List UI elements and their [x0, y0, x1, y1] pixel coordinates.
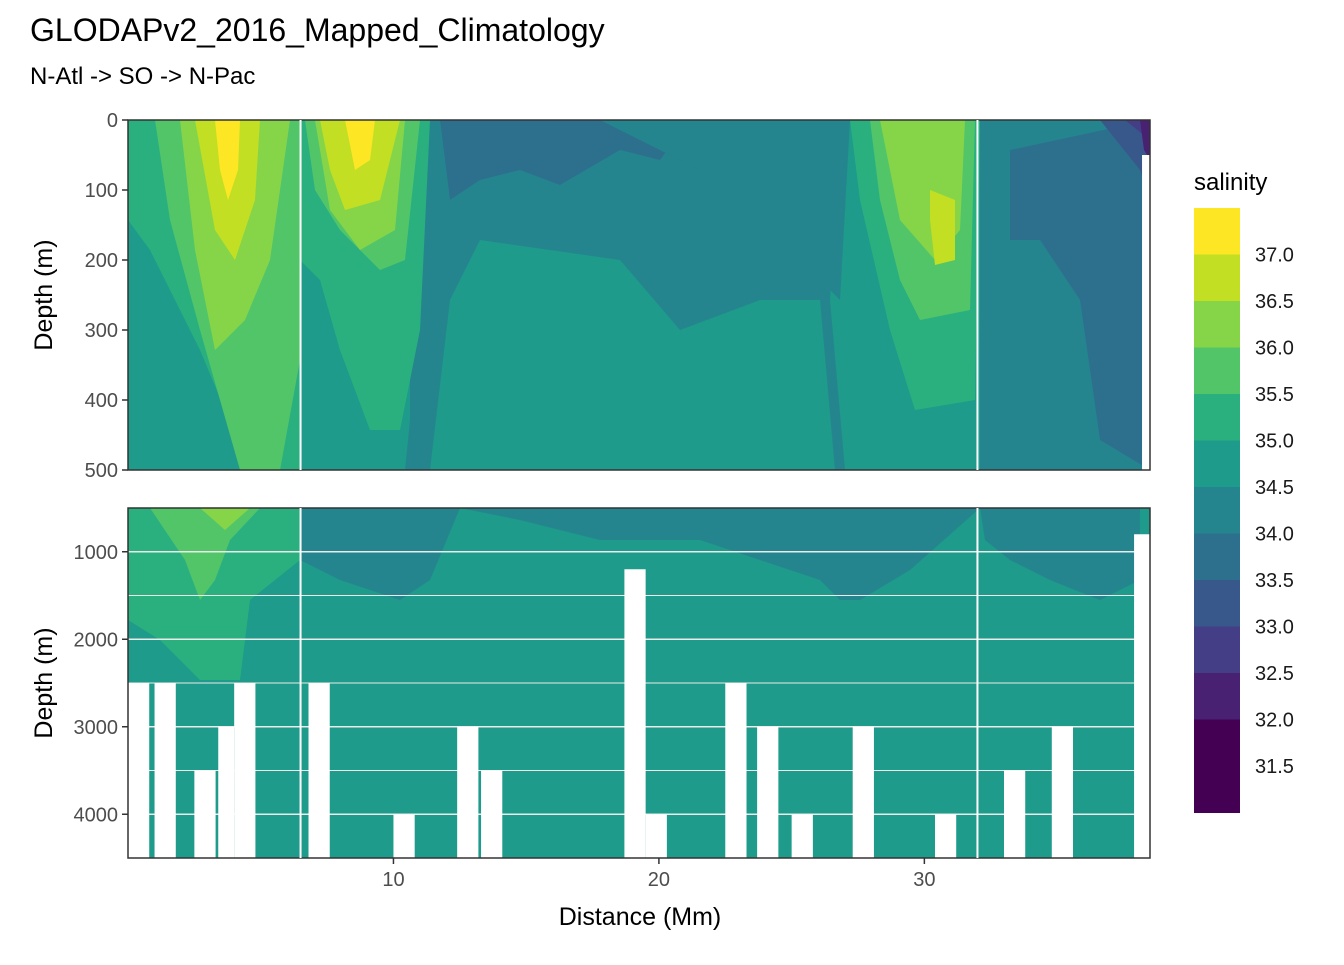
upper-panel-frame — [127, 119, 1151, 471]
seafloor-gap — [393, 814, 415, 858]
legend-key — [1194, 347, 1240, 395]
band-atl2-37 — [345, 120, 375, 170]
x-tick-label: 10 — [382, 869, 404, 891]
legend-key — [1194, 719, 1240, 767]
band-pac-335 — [1010, 120, 1150, 470]
axes: 0 100 200 300 400 500 1000 2000 3000 4000 10 20 30 — [74, 110, 936, 891]
chart-subtitle: N-Atl -> SO -> N-Pac — [30, 63, 255, 90]
y-tick-label-lower: 4000 — [74, 804, 119, 826]
y-tick-label-upper: 400 — [85, 390, 118, 412]
band-ind-365 — [930, 190, 955, 265]
legend: salinity 37.0 36.5 36.0 35.5 35.0 34.5 34.0 33.… — [1194, 169, 1294, 813]
upper-panel — [128, 120, 1150, 470]
band-so-34b — [405, 120, 620, 470]
seafloor-gap — [1004, 770, 1026, 858]
legend-key — [1194, 208, 1240, 255]
band-low-36 — [200, 508, 250, 530]
legend-label: 36.0 — [1255, 338, 1294, 360]
band-low-34b — [460, 508, 980, 600]
y-tick-label-upper: 0 — [107, 110, 118, 132]
seafloor-gap — [1051, 726, 1074, 858]
y-axis-title-upper: Depth (m) — [30, 239, 58, 350]
legend-title: salinity — [1194, 169, 1267, 196]
legend-key — [1194, 580, 1240, 627]
y-tick-label-upper: 200 — [85, 250, 118, 272]
seafloor-gap — [645, 814, 667, 858]
band-pac-32 — [1140, 120, 1150, 160]
seafloor-gap — [154, 683, 176, 858]
lower-panel — [128, 508, 1150, 858]
upper-edge-gap — [1142, 155, 1150, 470]
legend-label: 32.0 — [1255, 710, 1294, 732]
seafloor-gap — [234, 683, 256, 858]
legend-label: 36.5 — [1255, 291, 1294, 313]
legend-label: 35.0 — [1255, 431, 1294, 453]
chart-title: GLODAPv2_2016_Mapped_Climatology — [30, 12, 605, 48]
y-tick-label-lower: 1000 — [74, 542, 119, 564]
band-so-34c — [600, 120, 850, 300]
legend-key — [1194, 394, 1240, 441]
y-tick-label-upper: 300 — [85, 320, 118, 342]
seafloor-gap — [934, 814, 957, 858]
seafloor-gaps — [128, 534, 1150, 858]
upper-salinity-bands — [128, 120, 1150, 470]
legend-key — [1194, 533, 1240, 581]
legend-key — [1194, 673, 1240, 720]
legend-label: 33.5 — [1255, 570, 1294, 592]
seafloor-gap — [624, 569, 646, 858]
band-so-335 — [440, 120, 690, 200]
legend-key — [1194, 301, 1240, 348]
band-low-34c — [980, 508, 1140, 600]
seafloor-gap — [481, 770, 503, 858]
y-tick-label-upper: 500 — [85, 460, 118, 482]
legend-label: 34.0 — [1255, 524, 1294, 546]
seafloor-gap — [308, 683, 330, 858]
seafloor-gap — [128, 683, 150, 858]
y-tick-label-lower: 3000 — [74, 717, 119, 739]
x-axis-title: Distance (Mm) — [559, 903, 722, 931]
x-tick-label: 20 — [648, 869, 670, 891]
legend-label: 33.0 — [1255, 617, 1294, 639]
legend-label: 34.5 — [1255, 477, 1294, 499]
legend-key — [1194, 626, 1240, 674]
x-tick-label: 30 — [913, 869, 935, 891]
legend-label: 32.5 — [1255, 663, 1294, 685]
legend-key — [1194, 440, 1240, 488]
seafloor-gap — [852, 726, 874, 858]
seafloor-gap — [757, 726, 779, 858]
band-pac-33 — [1100, 120, 1150, 200]
band-natl-37 — [215, 120, 240, 200]
seafloor-gap — [218, 726, 235, 858]
legend-key — [1194, 766, 1240, 813]
seafloor-gap — [457, 726, 479, 858]
seafloor-gap — [194, 770, 216, 858]
legend-label: 37.0 — [1255, 245, 1294, 267]
band-low-355 — [150, 508, 260, 600]
band-low-34a — [300, 508, 460, 600]
legend-color-bar — [1194, 208, 1240, 813]
legend-labels: 37.0 36.5 36.0 35.5 35.0 34.5 34.0 33.5 33.0 32.5… — [1255, 245, 1294, 779]
band-so-345 — [430, 240, 835, 470]
seafloor-gap — [1134, 534, 1150, 858]
seafloor-gap — [791, 814, 813, 858]
section-break-lines — [299, 120, 979, 858]
seafloor-gap — [725, 683, 747, 858]
legend-label: 35.5 — [1255, 384, 1294, 406]
y-tick-label-lower: 2000 — [74, 629, 119, 651]
legend-key — [1194, 487, 1240, 534]
legend-key — [1194, 254, 1240, 302]
lower-panel-frame — [127, 507, 1151, 859]
y-axis-title-lower: Depth (m) — [30, 627, 58, 738]
legend-label: 31.5 — [1255, 756, 1294, 778]
y-tick-label-upper: 100 — [85, 180, 118, 202]
